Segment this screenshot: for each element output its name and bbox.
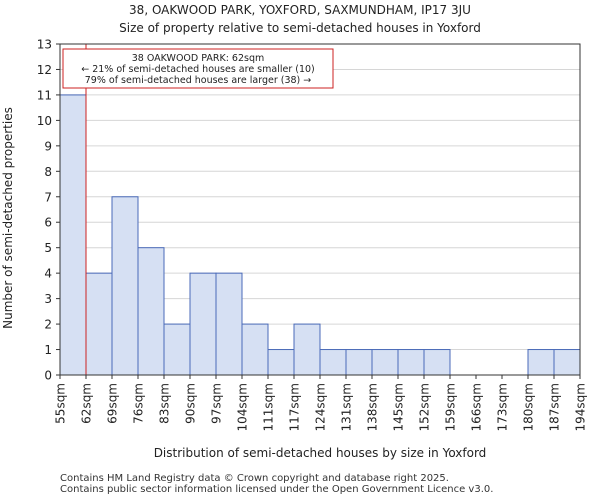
x-tick-label: 111sqm bbox=[262, 383, 276, 431]
bar bbox=[85, 272, 113, 376]
x-tick-label: 124sqm bbox=[314, 383, 328, 431]
y-tick-label: 10 bbox=[37, 114, 52, 128]
x-tick-label: 97sqm bbox=[210, 383, 224, 424]
footer-line-1: Contains HM Land Registry data © Crown c… bbox=[60, 473, 449, 484]
bar bbox=[267, 349, 295, 376]
y-tick-label: 13 bbox=[37, 38, 52, 52]
annotation-box: 38 OAKWOOD PARK: 62sqm ← 21% of semi-det… bbox=[62, 48, 334, 89]
x-tick-label: 187sqm bbox=[548, 383, 562, 431]
bar bbox=[371, 349, 399, 376]
bar bbox=[163, 323, 191, 376]
y-tick-label: 3 bbox=[44, 292, 52, 306]
x-tick-label: 138sqm bbox=[366, 383, 380, 431]
footer-line-2: Contains public sector information licen… bbox=[60, 484, 494, 495]
y-tick-label: 11 bbox=[37, 88, 52, 102]
y-tick-label: 1 bbox=[44, 343, 52, 357]
y-tick-label: 12 bbox=[37, 63, 52, 77]
x-tick-label: 131sqm bbox=[340, 383, 354, 431]
x-tick-label: 69sqm bbox=[106, 383, 120, 424]
y-tick-label: 6 bbox=[44, 216, 52, 230]
plot-frame bbox=[59, 43, 581, 376]
chart-subtitle: Size of property relative to semi-detach… bbox=[119, 21, 481, 35]
y-tick-label: 9 bbox=[44, 139, 52, 153]
x-tick-label: 83sqm bbox=[158, 383, 172, 424]
x-tick-label: 117sqm bbox=[288, 383, 302, 431]
x-tick-label: 194sqm bbox=[574, 383, 588, 431]
x-tick-label: 90sqm bbox=[184, 383, 198, 424]
bar bbox=[397, 349, 425, 376]
bar bbox=[553, 349, 581, 376]
y-tick-label: 0 bbox=[44, 369, 52, 383]
bar bbox=[189, 272, 217, 376]
bar bbox=[137, 247, 165, 376]
annotation-line-1: 38 OAKWOOD PARK: 62sqm bbox=[132, 53, 265, 64]
bar bbox=[215, 272, 243, 376]
bar bbox=[241, 323, 269, 376]
x-tick-label: 145sqm bbox=[392, 383, 406, 431]
y-axis-label: Number of semi-detached properties bbox=[1, 107, 15, 329]
annotation-frame bbox=[62, 48, 334, 89]
x-axis-label: Distribution of semi-detached houses by … bbox=[154, 446, 487, 460]
x-tick-label: 104sqm bbox=[236, 383, 250, 431]
x-tick-label: 159sqm bbox=[444, 383, 458, 431]
x-tick-label: 152sqm bbox=[418, 383, 432, 431]
annotation-line-2: ← 21% of semi-detached houses are smalle… bbox=[81, 64, 315, 75]
x-tick-label: 76sqm bbox=[132, 383, 146, 424]
x-tick-label: 55sqm bbox=[54, 383, 68, 424]
x-tick-labels: 55sqm 62sqm 69sqm 76sqm 83sqm 90sqm 97sqm 104sq… bbox=[54, 375, 588, 431]
bar bbox=[345, 349, 373, 376]
bar bbox=[423, 349, 451, 376]
chart-title: 38, OAKWOOD PARK, YOXFORD, SAXMUNDHAM, I… bbox=[129, 3, 471, 17]
y-tick-label: 4 bbox=[44, 267, 52, 281]
bar bbox=[527, 349, 555, 376]
annotation-line-3: 79% of semi-detached houses are larger (… bbox=[85, 75, 312, 86]
x-tick-label: 62sqm bbox=[80, 383, 94, 424]
bar bbox=[59, 94, 87, 376]
x-tick-label: 166sqm bbox=[470, 383, 484, 431]
bar bbox=[293, 323, 321, 376]
x-tick-label: 180sqm bbox=[522, 383, 536, 431]
bar bbox=[319, 349, 347, 376]
bars bbox=[59, 94, 581, 376]
y-tick-label: 2 bbox=[44, 318, 52, 332]
y-tick-label: 8 bbox=[44, 165, 52, 179]
bar bbox=[111, 196, 139, 376]
y-tick-label: 5 bbox=[44, 241, 52, 255]
y-tick-label: 7 bbox=[44, 190, 52, 204]
x-tick-label: 173sqm bbox=[496, 383, 510, 431]
